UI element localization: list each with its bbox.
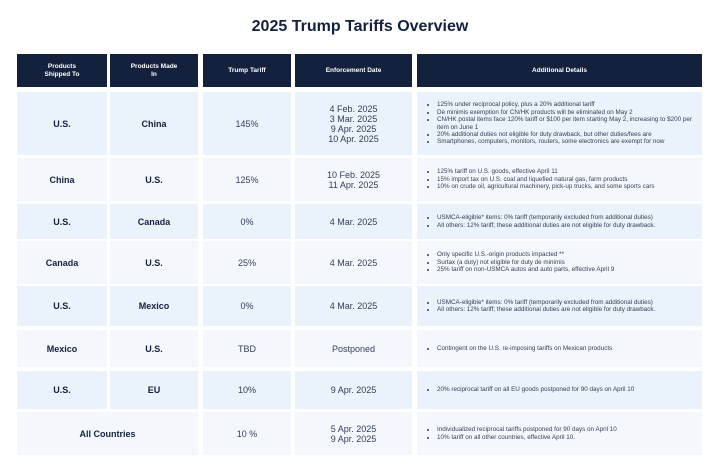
made-in: China	[110, 92, 198, 155]
tariff: 10 %	[203, 412, 291, 455]
header-cell: Additional Details	[417, 54, 702, 87]
tariff: 0%	[203, 204, 291, 239]
dates: 10 Feb. 2025 11 Apr. 2025	[295, 158, 412, 201]
tariff: 145%	[203, 92, 291, 155]
detail-list: 20% reciprocal tariff on all EU goods po…	[427, 386, 634, 393]
detail-item: All others: 12% tariff; these additional…	[437, 306, 655, 313]
detail-item: 15% import tax on U.S. coal and liquefie…	[437, 176, 655, 183]
details: USMCA-eligible* items: 0% tariff (tempor…	[417, 204, 702, 239]
detail-list: USMCA-eligible* items: 0% tariff (tempor…	[427, 214, 655, 229]
detail-item: 125% tariff on U.S. goods, effective Apr…	[437, 168, 655, 175]
made-in: U.S.	[110, 330, 198, 367]
dates: 4 Mar. 2025	[295, 286, 412, 326]
detail-item: USMCA-eligible* items: 0% tariff (tempor…	[437, 299, 655, 306]
detail-list: 125% under reciprocal policy, plus a 20%…	[427, 101, 694, 145]
tariff: 25%	[203, 241, 291, 284]
shipped-to: China	[17, 158, 107, 201]
detail-item: Contingent on the U.S. re-imposing tarif…	[437, 345, 612, 352]
header-cell: Trump Tariff	[203, 54, 291, 87]
date: 4 Mar. 2025	[329, 216, 378, 227]
details: Only specific U.S.-origin products impac…	[417, 241, 702, 284]
detail-item: Surtax (a duty) not eligible for duty de…	[437, 259, 614, 266]
tariff: 125%	[203, 158, 291, 201]
detail-item: USMCA-eligible* items: 0% tariff (tempor…	[437, 214, 655, 221]
detail-list: Only specific U.S.-origin products impac…	[427, 251, 614, 273]
date: 3 Mar. 2025	[329, 113, 378, 124]
title: 2025 Trump Tariffs Overview	[251, 18, 469, 35]
detail-item: Only specific U.S.-origin products impac…	[437, 251, 614, 258]
tariff: TBD	[203, 330, 291, 367]
date: 5 Apr. 2025	[330, 423, 377, 434]
detail-item: 20% reciprocal tariff on all EU goods po…	[437, 386, 634, 393]
shipped-to: U.S.	[17, 286, 107, 326]
detail-item: 25% tariff on non-USMCA autos and auto p…	[437, 266, 614, 273]
tariff: 10%	[203, 371, 291, 409]
date: 9 Apr. 2025	[330, 123, 377, 134]
detail-list: Individualized reciprocal tariffs postpo…	[427, 426, 617, 441]
date: 10 Feb. 2025	[326, 169, 381, 180]
details: 125% tariff on U.S. goods, effective Apr…	[417, 158, 702, 201]
header-cell: Enforcement Date	[295, 54, 412, 87]
dates: 5 Apr. 2025 9 Apr. 2025	[295, 412, 412, 455]
made-in: Canada	[110, 204, 198, 239]
detail-list: USMCA-eligible* items: 0% tariff (tempor…	[427, 299, 655, 314]
made-in: EU	[110, 371, 198, 409]
detail-item: All others: 12% tariff; these additional…	[437, 222, 655, 229]
detail-item: 10% on crude oil, agricultural machinery…	[437, 183, 655, 190]
date: 4 Mar. 2025	[329, 257, 378, 268]
shipped-to: U.S.	[17, 204, 107, 239]
details: 20% reciprocal tariff on all EU goods po…	[417, 371, 702, 409]
dates: 4 Mar. 2025	[295, 241, 412, 284]
details: USMCA-eligible* items: 0% tariff (tempor…	[417, 286, 702, 326]
details: Individualized reciprocal tariffs postpo…	[417, 412, 702, 455]
detail-item: CN/HK postal items face 120% tariff or $…	[437, 116, 694, 131]
date: 11 Apr. 2025	[328, 179, 379, 190]
details: Contingent on the U.S. re-imposing tarif…	[417, 330, 702, 367]
made-in: U.S.	[110, 241, 198, 284]
tariff: 0%	[203, 286, 291, 326]
date: 10 Apr. 2025	[328, 133, 379, 144]
country-cell: All Countries	[17, 412, 198, 455]
header-cell: Products Made In	[110, 54, 198, 87]
made-in: Mexico	[110, 286, 198, 326]
date: 9 Apr. 2025	[330, 433, 377, 444]
shipped-to: Mexico	[17, 330, 107, 367]
dates: Postponed	[295, 330, 412, 367]
details: 125% under reciprocal policy, plus a 20%…	[417, 92, 702, 155]
detail-item: 125% under reciprocal policy, plus a 20%…	[437, 101, 694, 108]
detail-item: Individualized reciprocal tariffs postpo…	[437, 426, 617, 433]
date: 4 Mar. 2025	[329, 301, 378, 311]
shipped-to: U.S.	[17, 371, 107, 409]
detail-list: 125% tariff on U.S. goods, effective Apr…	[427, 168, 655, 190]
date: Postponed	[331, 343, 376, 354]
header-cell: Products Shipped To	[17, 54, 107, 87]
detail-item: 10% tariff on all other countries, effec…	[437, 434, 617, 441]
shipped-to: U.S.	[17, 92, 107, 155]
dates: 9 Apr. 2025	[295, 371, 412, 409]
detail-item: De minimis exemption for CN/HK products …	[437, 109, 694, 116]
detail-item: Smartphones, computers, monitors, router…	[437, 138, 694, 145]
date: 9 Apr. 2025	[330, 385, 377, 395]
date: 4 Feb. 2025	[329, 103, 378, 114]
detail-list: Contingent on the U.S. re-imposing tarif…	[427, 345, 612, 352]
shipped-to: Canada	[17, 241, 107, 284]
made-in: U.S.	[110, 158, 198, 201]
detail-item: 20% additional duties not eligible for d…	[437, 131, 694, 138]
dates: 4 Feb. 2025 3 Mar. 2025 9 Apr. 2025 10 Apr.…	[295, 92, 412, 155]
dates: 4 Mar. 2025	[295, 204, 412, 239]
